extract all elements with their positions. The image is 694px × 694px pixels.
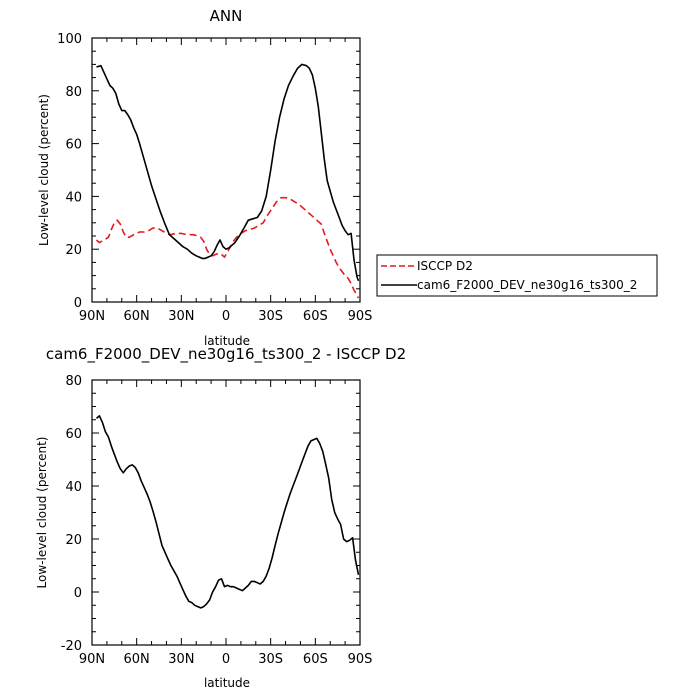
x-tick-label: 90N [79, 652, 105, 667]
plot-frame [91, 379, 361, 646]
y-tick-label: 0 [74, 296, 82, 311]
x-tick-label: 60N [124, 652, 150, 667]
chart-panel-2: cam6_F2000_DEV_ne30g16_ts300_2 - ISCCP D… [35, 345, 406, 690]
series-line-1 [95, 414, 360, 609]
y-tick-label: 80 [65, 85, 82, 100]
x-tick-label: 30N [168, 652, 194, 667]
x-tick-label: 60S [303, 652, 328, 667]
x-tick-label: 90S [348, 309, 373, 324]
chart-legend: ISCCP D2 cam6_F2000_DEV_ne30g16_ts300_2 [376, 254, 658, 297]
y-tick-label: 60 [65, 427, 82, 442]
y-tick-label: 40 [65, 190, 82, 205]
x-axis-label: latitude [204, 676, 250, 690]
x-tick-label: 0 [222, 309, 230, 324]
x-tick-label: 60S [303, 309, 328, 324]
chart-title: cam6_F2000_DEV_ne30g16_ts300_2 - ISCCP D… [46, 345, 406, 364]
legend-label-2: cam6_F2000_DEV_ne30g16_ts300_2 [417, 278, 637, 292]
y-axis-label: Low-level cloud (percent) [35, 437, 49, 589]
y-tick-label: 0 [74, 586, 82, 601]
series-line-1 [95, 196, 360, 299]
y-tick-label: 100 [57, 32, 82, 47]
x-axis-label: latitude [204, 334, 250, 348]
y-tick-label: 20 [65, 243, 82, 258]
x-tick-label: 30N [168, 309, 194, 324]
legend-label-1: ISCCP D2 [417, 259, 473, 273]
chart-title: ANN [210, 7, 243, 25]
plot-frame [91, 37, 361, 303]
legend-box [376, 254, 658, 297]
y-tick-label: -20 [61, 639, 82, 654]
x-tick-label: 90S [348, 652, 373, 667]
y-tick-label: 20 [65, 533, 82, 548]
x-tick-label: 30S [258, 652, 283, 667]
y-tick-label: 40 [65, 480, 82, 495]
x-tick-label: 0 [222, 652, 230, 667]
chart-panel-1: ANN 90N 60N 30N 0 30S 60S 90S 0 20 40 60 80 100 latitu… [37, 7, 658, 348]
series-line-2 [96, 63, 360, 282]
y-tick-label: 60 [65, 138, 82, 153]
y-tick-label: 80 [65, 374, 82, 389]
y-axis-label: Low-level cloud (percent) [37, 94, 51, 246]
x-tick-label: 60N [124, 309, 150, 324]
x-tick-label: 90N [79, 309, 105, 324]
x-tick-label: 30S [258, 309, 283, 324]
